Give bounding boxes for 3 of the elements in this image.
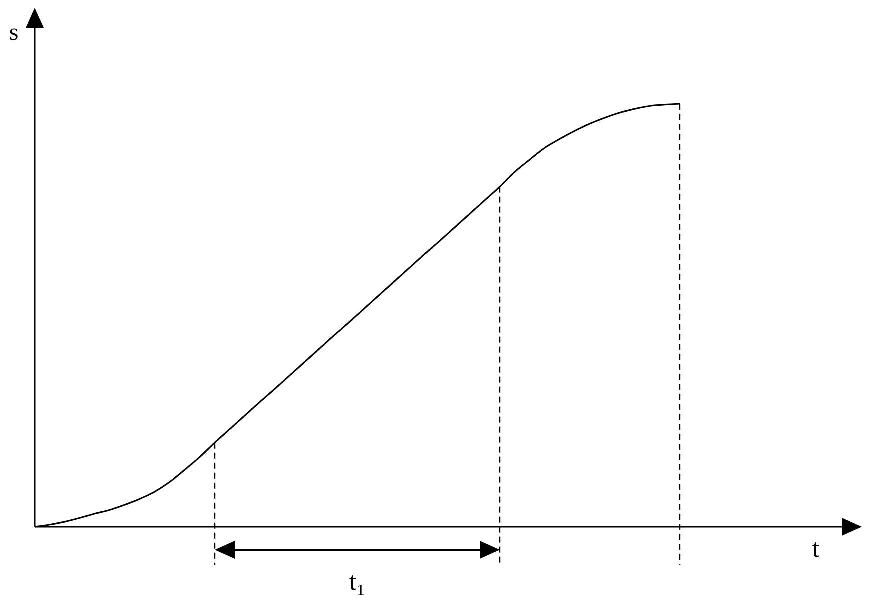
y-axis-title: s [9,20,19,46]
text: t₁ [349,567,366,596]
x-axis-title: t [812,534,820,563]
